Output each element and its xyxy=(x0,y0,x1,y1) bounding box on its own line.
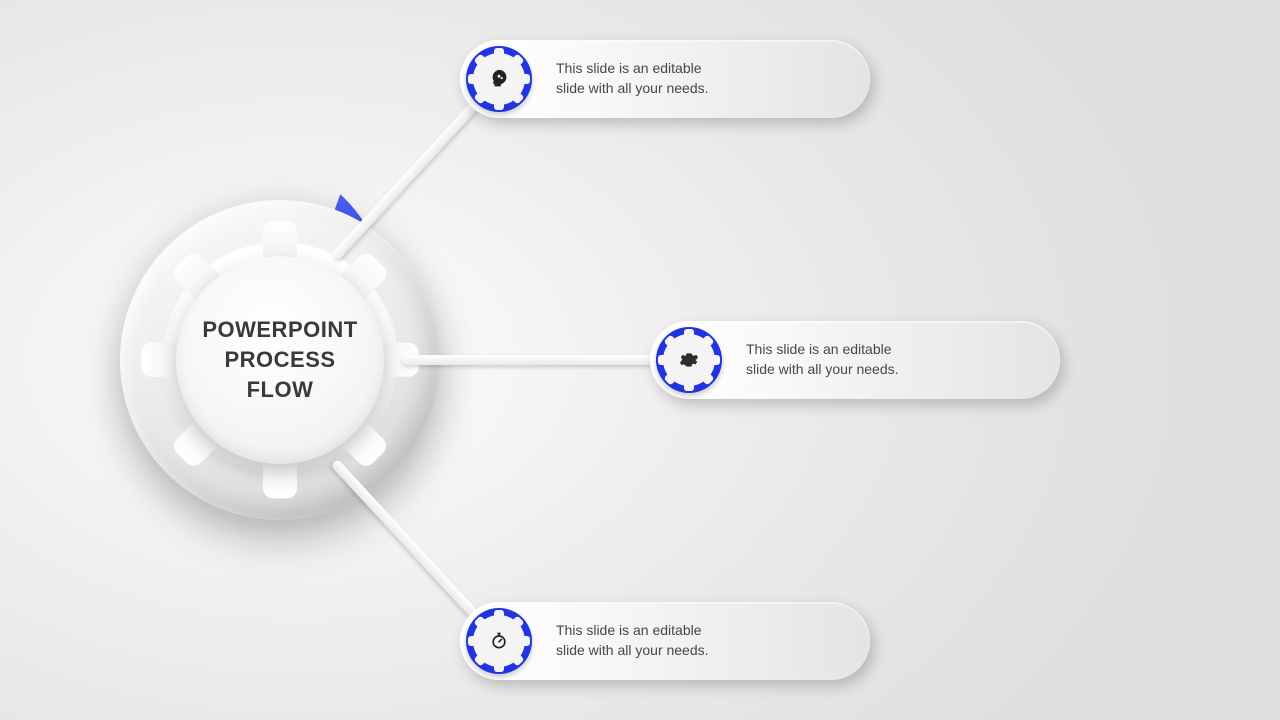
mini-gear-tooth xyxy=(684,329,694,345)
mini-gear-tooth xyxy=(494,94,504,110)
callout-pill: This slide is an editable slide with all… xyxy=(650,321,1060,399)
callout-icon-circle xyxy=(656,327,722,393)
callout-text: This slide is an editable slide with all… xyxy=(746,340,899,379)
mini-gear-tooth xyxy=(658,355,674,365)
callout-pill: This slide is an editable slide with all… xyxy=(460,602,870,680)
mini-gear-tooth xyxy=(684,375,694,391)
head-gears-icon xyxy=(488,68,510,90)
mini-gear-tooth xyxy=(704,355,720,365)
mini-gear-tooth xyxy=(468,636,484,646)
callout-icon-circle xyxy=(466,46,532,112)
hub-title: POWERPOINT PROCESS FLOW xyxy=(202,315,357,404)
mini-gear-tooth xyxy=(494,656,504,672)
mini-gear-tooth xyxy=(494,48,504,64)
callout-icon-circle xyxy=(466,608,532,674)
callout-text: This slide is an editable slide with all… xyxy=(556,621,709,660)
callout-pill: This slide is an editable slide with all… xyxy=(460,40,870,118)
connector-spoke xyxy=(402,355,688,365)
gear-icon xyxy=(679,350,699,370)
mini-gear-tooth xyxy=(468,74,484,84)
mini-gear-tooth xyxy=(494,610,504,626)
mini-gear-tooth xyxy=(514,636,530,646)
callout-text: This slide is an editable slide with all… xyxy=(556,59,709,98)
mini-gear-tooth xyxy=(514,74,530,84)
stopwatch-icon xyxy=(489,631,509,651)
slide-canvas: POWERPOINT PROCESS FLOW This slide is an… xyxy=(0,0,1280,720)
hub-inner-disc: POWERPOINT PROCESS FLOW xyxy=(176,256,384,464)
